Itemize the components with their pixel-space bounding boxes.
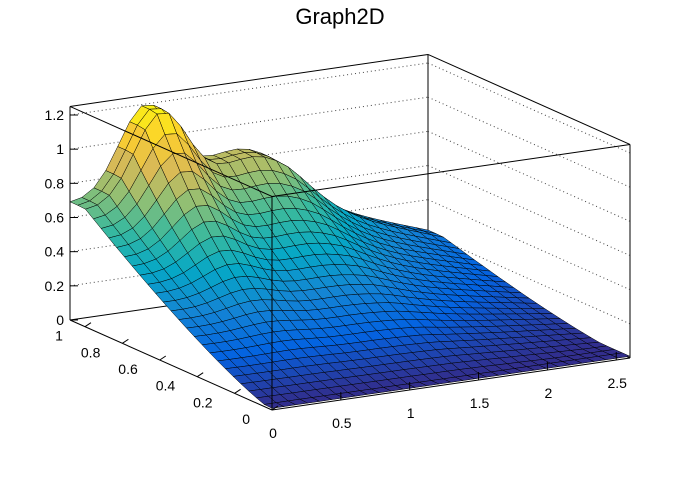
y-tick-label: 0.6 bbox=[118, 361, 138, 377]
y-axis-line bbox=[69, 319, 273, 411]
z-grid-line bbox=[427, 199, 631, 291]
z-grid-line bbox=[427, 165, 631, 256]
chart-title: Graph2D bbox=[295, 4, 384, 29]
x-tick-label: 1.5 bbox=[470, 395, 490, 411]
z-tick-label: 0.4 bbox=[45, 244, 65, 260]
z-tick-label: 0.6 bbox=[45, 210, 65, 226]
tick-labels: 00.20.40.60.811.200.20.40.60.8100.511.52… bbox=[45, 107, 628, 441]
front-frame bbox=[69, 106, 631, 411]
y-tick-label: 0.4 bbox=[156, 378, 176, 394]
y-tick bbox=[122, 338, 129, 344]
z-grid-line bbox=[427, 130, 631, 222]
z-tick-label: 0.2 bbox=[45, 278, 65, 294]
y-tick-label: 0.8 bbox=[81, 344, 101, 360]
x-tick-label: 0.5 bbox=[332, 415, 352, 431]
y-tick-label: 0 bbox=[242, 411, 250, 427]
y-tick bbox=[84, 322, 92, 328]
y-tick bbox=[159, 355, 167, 361]
y-tick bbox=[271, 405, 279, 411]
x-tick-label: 2 bbox=[544, 385, 552, 401]
z-grid-line bbox=[427, 62, 631, 154]
y-tick bbox=[234, 388, 241, 394]
x-tick-label: 1 bbox=[407, 405, 415, 421]
surface bbox=[69, 104, 631, 409]
back-top-edge bbox=[69, 53, 429, 107]
front-top-edge bbox=[271, 143, 631, 197]
right-top-edge bbox=[427, 54, 631, 145]
z-grid-line bbox=[427, 233, 631, 325]
x-tick-label: 2.5 bbox=[607, 375, 627, 391]
y-tick-label: 0.2 bbox=[193, 394, 213, 410]
y-tick-label: 1 bbox=[55, 328, 63, 344]
z-grid-line bbox=[69, 62, 429, 116]
left-top-edge bbox=[69, 106, 273, 197]
x-tick-label: 0 bbox=[269, 425, 277, 441]
x-axis-line bbox=[271, 357, 631, 411]
surface-patch bbox=[609, 352, 631, 359]
z-tick-label: 0.8 bbox=[45, 175, 65, 191]
z-tick-label: 1.2 bbox=[45, 107, 65, 123]
y-tick bbox=[196, 372, 204, 378]
z-tick-label: 0 bbox=[56, 312, 64, 328]
z-grid-line bbox=[427, 96, 631, 188]
z-tick-label: 1 bbox=[56, 141, 64, 157]
